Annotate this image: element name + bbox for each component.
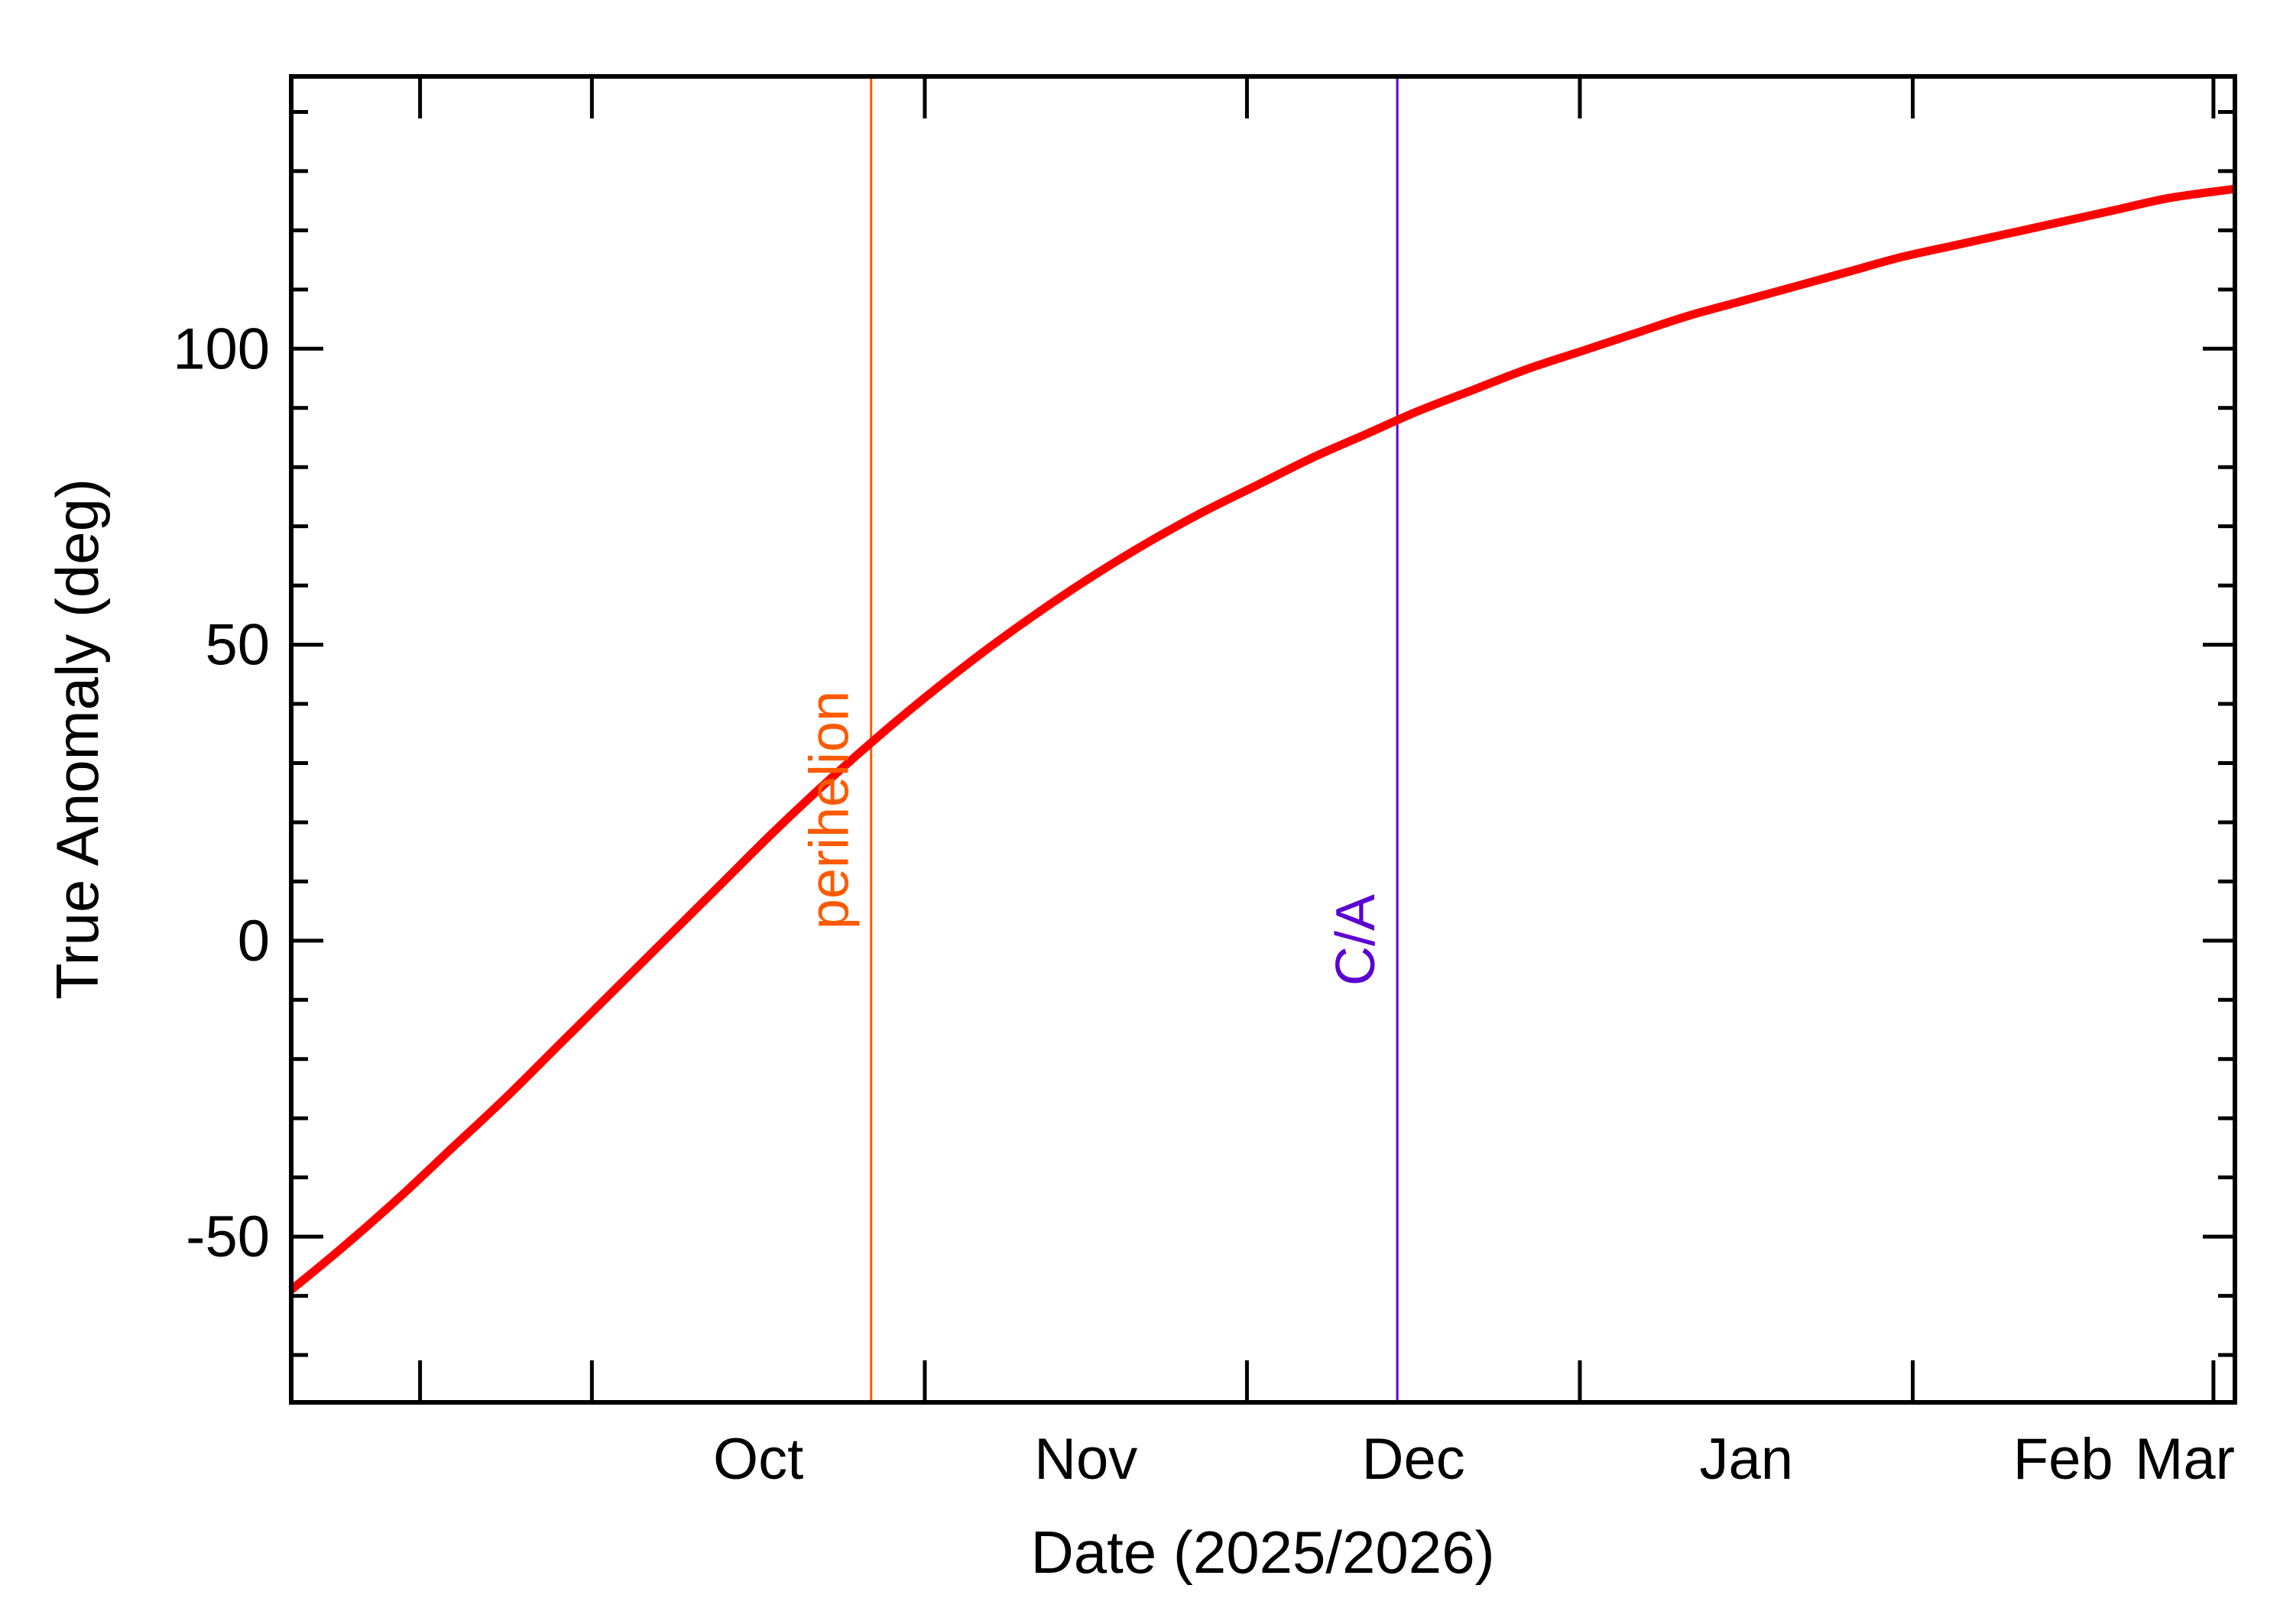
x-tick-label: Mar	[2135, 1427, 2235, 1492]
x-tick-labels: Oct Nov Dec Jan Feb Mar	[713, 1427, 2235, 1492]
data-point	[2116, 209, 2117, 210]
series-layer	[288, 184, 2236, 1294]
data-point	[1204, 511, 1205, 512]
data-point	[989, 647, 990, 648]
marker-label-closest-approach: C/A	[1325, 894, 1387, 986]
x-tick-label: Jan	[1699, 1427, 1793, 1492]
y-tick-label: 100	[173, 316, 270, 381]
data-point	[1096, 573, 1097, 574]
y-tick-label: -50	[186, 1204, 270, 1269]
true-anomaly-line	[288, 184, 2236, 1294]
data-point	[559, 1044, 560, 1045]
data-point	[2063, 221, 2064, 222]
data-point	[1472, 390, 1473, 391]
marker-lines	[870, 76, 1399, 1402]
data-point	[1150, 541, 1151, 542]
y-tick-labels: -50 0 50 100	[173, 316, 270, 1269]
data-point	[721, 884, 722, 885]
marker-labels: perihelion C/A	[799, 691, 1387, 986]
data-point	[2170, 197, 2171, 198]
data-point	[506, 1097, 507, 1098]
marker-label-perihelion: perihelion	[799, 691, 861, 929]
x-axis-title: Date (2025/2026)	[1030, 1519, 1494, 1586]
y-axis-title: True Anomaly (deg)	[44, 478, 111, 1000]
data-point	[1848, 271, 1849, 272]
data-point	[2009, 233, 2010, 234]
y-tick-label: 50	[205, 613, 270, 678]
y-tick-label: 0	[238, 909, 270, 974]
data-point	[881, 733, 882, 734]
data-point	[613, 990, 614, 991]
tick-marks	[291, 76, 2235, 1402]
x-tick-label: Nov	[1034, 1427, 1137, 1492]
plot-frame	[289, 74, 2237, 1405]
x-tick-label: Oct	[713, 1427, 803, 1492]
x-tick-label: Dec	[1362, 1427, 1465, 1492]
data-point	[1633, 333, 1634, 334]
data-point	[1365, 434, 1366, 435]
x-tick-label: Feb	[2013, 1427, 2113, 1492]
data-point	[1740, 301, 1741, 302]
data-point	[1311, 458, 1312, 459]
